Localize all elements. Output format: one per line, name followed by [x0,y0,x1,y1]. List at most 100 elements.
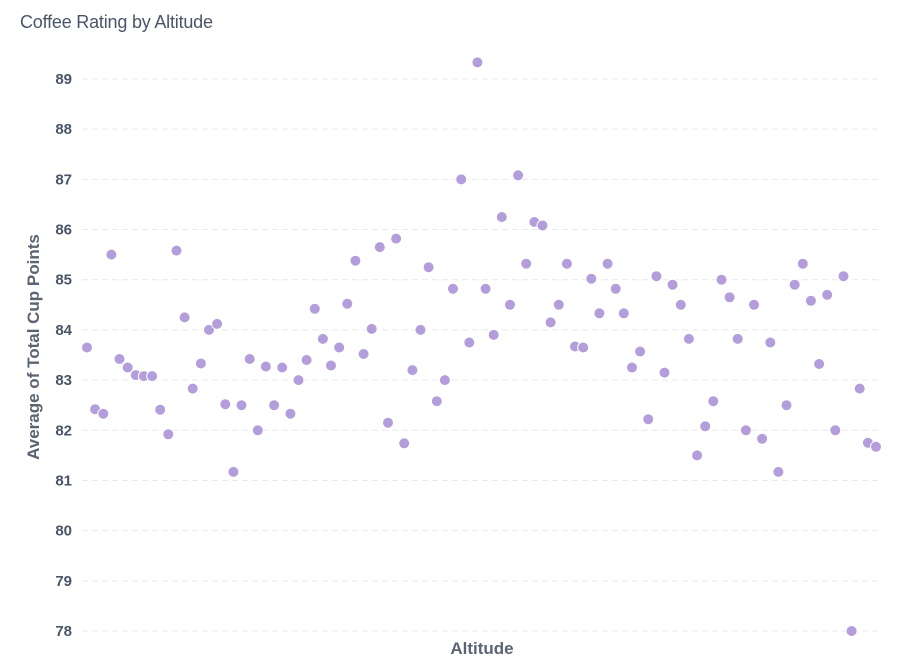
data-point[interactable] [650,270,663,283]
data-point[interactable] [520,257,533,270]
data-point[interactable] [300,354,313,366]
data-point[interactable] [276,361,289,374]
x-axis-label: Altitude [450,639,513,658]
data-point[interactable] [609,282,622,295]
data-point[interactable] [97,407,110,420]
data-point[interactable] [414,323,427,336]
data-point[interactable] [707,395,720,408]
data-point[interactable] [154,403,167,416]
y-tick-label: 86 [55,222,72,239]
data-point[interactable] [422,261,435,274]
data-point[interactable] [487,328,500,341]
data-point[interactable] [268,399,281,412]
data-point[interactable] [203,323,215,336]
data-point[interactable] [715,273,728,286]
data-point[interactable] [552,298,565,311]
data-point[interactable] [796,257,809,270]
data-point[interactable] [398,437,411,450]
data-point[interactable] [504,298,516,311]
y-tick-label: 78 [55,623,72,640]
data-point[interactable] [821,288,834,301]
data-point[interactable] [739,424,752,437]
data-point[interactable] [853,382,866,395]
data-point[interactable] [308,302,321,315]
data-point[interactable] [601,257,614,270]
data-point[interactable] [748,298,760,311]
data-point[interactable] [325,359,337,372]
data-point[interactable] [764,336,777,349]
data-point[interactable] [536,219,549,232]
data-point[interactable] [691,449,704,462]
data-point[interactable] [788,278,801,291]
data-point[interactable] [235,399,248,412]
data-point[interactable] [105,248,118,261]
data-point[interactable] [780,399,793,412]
data-point[interactable] [626,361,638,374]
data-point[interactable] [162,428,175,441]
data-point[interactable] [382,416,394,429]
data-point[interactable] [438,374,451,387]
data-point[interactable] [406,364,419,377]
data-points [81,56,882,637]
data-point[interactable] [333,341,346,354]
data-point[interactable] [471,56,484,69]
data-point[interactable] [259,360,272,373]
data-point[interactable] [845,625,858,637]
data-point[interactable] [292,374,305,387]
data-point[interactable] [390,232,403,245]
data-point[interactable] [479,282,492,295]
data-point[interactable] [121,361,134,374]
data-point[interactable] [341,297,354,310]
y-tick-label: 79 [55,573,72,590]
data-point[interactable] [837,270,850,283]
data-point[interactable] [617,307,630,320]
data-point[interactable] [219,398,232,411]
data-point[interactable] [170,244,183,257]
data-point[interactable] [634,345,647,358]
data-point[interactable] [544,316,557,329]
data-point[interactable] [577,341,590,354]
data-point[interactable] [658,366,671,379]
data-point[interactable] [593,307,606,320]
data-point[interactable] [243,353,256,365]
data-point[interactable] [829,424,842,437]
data-point[interactable] [365,322,378,335]
y-tick-label: 84 [55,322,72,339]
data-point[interactable] [682,332,695,345]
data-point[interactable] [113,353,126,365]
data-point[interactable] [463,336,476,349]
data-point[interactable] [585,272,598,285]
data-point[interactable] [723,291,736,304]
data-point[interactable] [349,254,362,267]
data-point[interactable] [699,420,712,433]
data-point[interactable] [772,465,785,478]
data-point[interactable] [357,348,370,360]
data-point[interactable] [178,311,191,324]
data-point[interactable] [373,241,386,254]
data-point[interactable] [804,294,817,307]
data-point[interactable] [81,341,93,354]
data-point[interactable] [211,317,224,330]
data-point[interactable] [731,332,744,345]
data-point[interactable] [813,358,826,370]
data-point[interactable] [560,257,573,270]
data-point[interactable] [251,424,264,437]
data-point[interactable] [316,332,329,345]
data-point[interactable] [666,278,679,291]
data-point[interactable] [194,357,207,370]
data-point[interactable] [512,169,525,182]
data-point[interactable] [870,440,882,453]
data-point[interactable] [186,382,199,395]
data-point[interactable] [284,407,297,420]
data-point[interactable] [674,298,687,311]
data-point[interactable] [430,395,443,408]
data-point[interactable] [227,465,240,478]
data-point[interactable] [642,413,655,426]
data-point[interactable] [756,432,769,445]
data-point[interactable] [146,370,159,383]
data-point[interactable] [495,211,508,223]
y-tick-label: 80 [55,523,72,540]
data-point[interactable] [447,282,459,295]
data-point[interactable] [455,173,468,186]
